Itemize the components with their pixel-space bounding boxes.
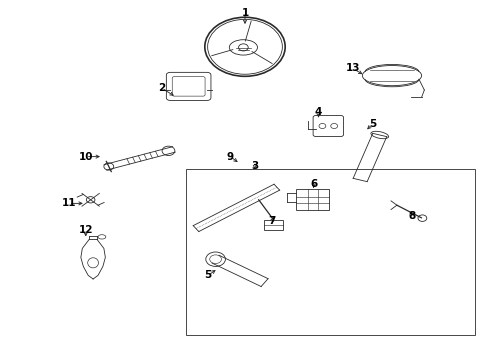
Text: 9: 9 [227,152,234,162]
Bar [264,220,283,230]
Text: 4: 4 [315,107,322,117]
Text: 13: 13 [345,63,360,73]
Text: 7: 7 [268,216,276,226]
Text: 6: 6 [310,179,317,189]
Bar [296,189,329,210]
Bar [186,169,475,335]
Text: 2: 2 [158,83,165,93]
Text: 11: 11 [61,198,76,208]
Text: 8: 8 [408,211,415,221]
Text: 1: 1 [242,8,248,18]
Text: 3: 3 [251,161,258,171]
Text: 10: 10 [78,152,93,162]
Text: 12: 12 [78,225,93,235]
Text: 5: 5 [369,119,376,129]
Text: 5: 5 [205,270,212,280]
